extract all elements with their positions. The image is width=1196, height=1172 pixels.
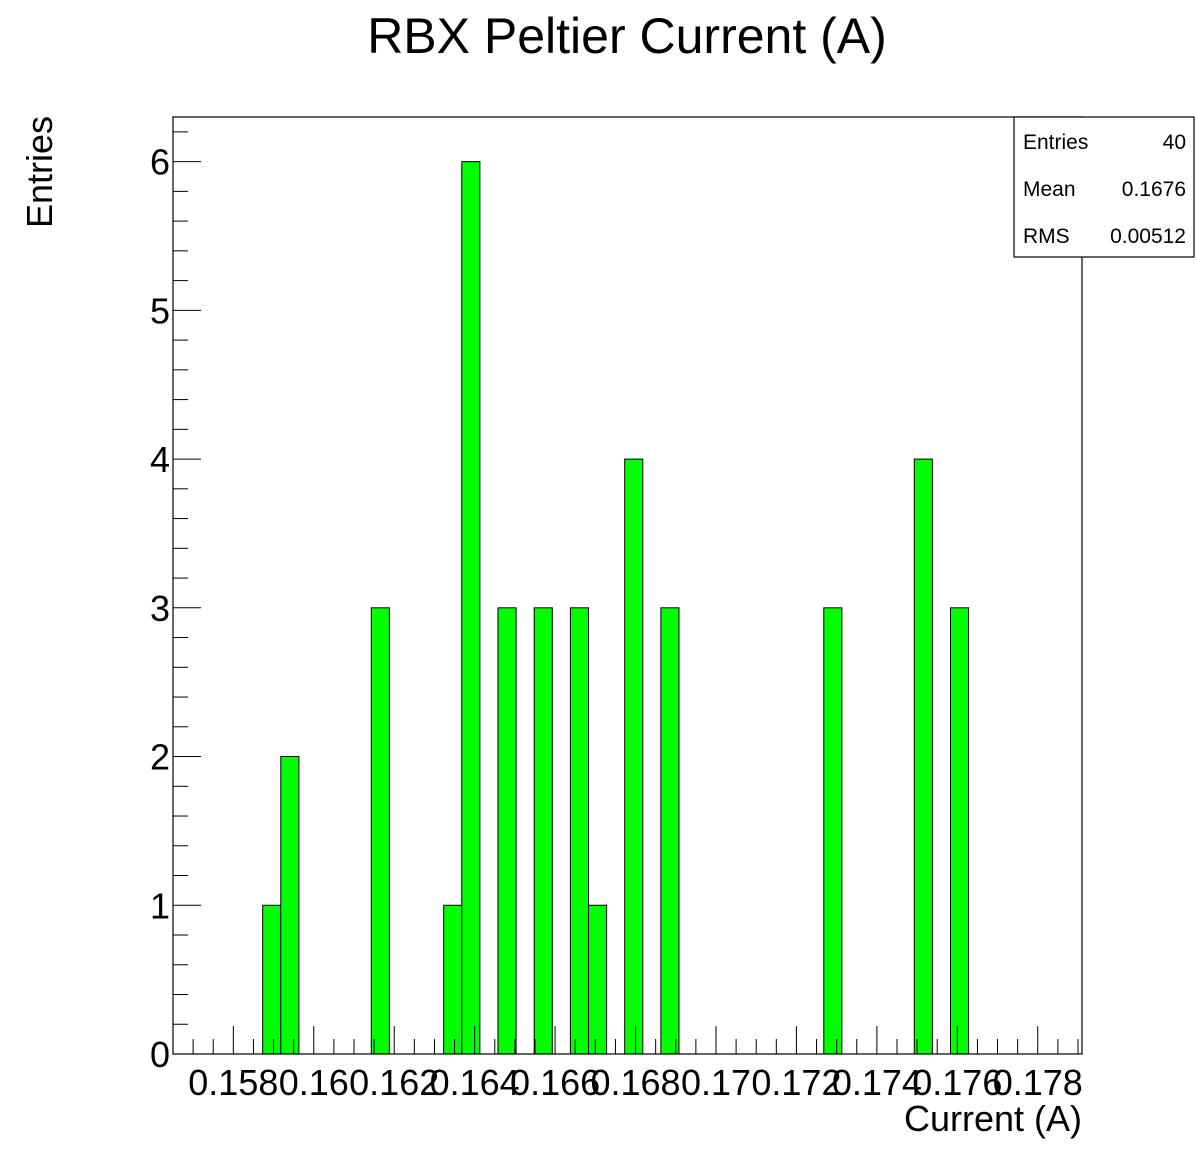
plot-area-border xyxy=(172,116,1083,1055)
x-axis-title: Current (A) xyxy=(904,1098,1082,1139)
y-tick-label: 5 xyxy=(150,290,170,331)
histogram-bar xyxy=(949,607,970,1055)
histogram-bar xyxy=(569,607,589,1055)
histogram-bar xyxy=(280,756,300,1055)
stats-entries-label: Entries xyxy=(1023,131,1088,154)
x-tick-label: 0.166 xyxy=(510,1062,600,1103)
stats-rms-value: 0.00512 xyxy=(1110,225,1186,248)
histogram-bar xyxy=(262,904,282,1055)
stats-box: Entries 40 Mean 0.1676 RMS 0.00512 xyxy=(1013,116,1195,258)
x-tick-label: 0.162 xyxy=(349,1062,439,1103)
plot-frame xyxy=(172,116,1083,1055)
y-tick-label: 0 xyxy=(150,1034,170,1075)
histogram-bars xyxy=(262,161,970,1055)
stats-mean-value: 0.1676 xyxy=(1122,178,1186,201)
x-tick-label: 0.168 xyxy=(590,1062,680,1103)
chart-title: RBX Peltier Current (A) xyxy=(367,8,887,64)
axis-ticks xyxy=(172,131,1079,1055)
x-tick-label: 0.16 xyxy=(279,1062,349,1103)
histogram-bar xyxy=(660,607,680,1055)
x-tick-label: 0.17 xyxy=(681,1062,751,1103)
histogram-bar xyxy=(443,904,463,1055)
x-tick-label: 0.176 xyxy=(912,1062,1002,1103)
stats-box-frame xyxy=(1013,116,1195,258)
x-tick-label: 0.164 xyxy=(430,1062,520,1103)
y-tick-label: 3 xyxy=(150,588,170,629)
y-axis-title: Entries xyxy=(19,116,60,228)
x-tick-label: 0.174 xyxy=(832,1062,922,1103)
y-tick-label: 1 xyxy=(150,885,170,926)
stats-entries-value: 40 xyxy=(1163,131,1186,154)
histogram-bar xyxy=(823,607,843,1055)
histogram-bar xyxy=(497,607,517,1055)
stats-mean-label: Mean xyxy=(1023,178,1076,201)
y-tick-label: 6 xyxy=(150,142,170,183)
histogram-bar xyxy=(913,458,933,1055)
histogram-bar xyxy=(624,458,644,1055)
histogram-bar xyxy=(587,904,608,1055)
y-tick-label: 4 xyxy=(150,439,170,480)
stats-rms-label: RMS xyxy=(1023,225,1070,248)
x-tick-label: 0.178 xyxy=(993,1062,1083,1103)
x-tick-label: 0.172 xyxy=(751,1062,841,1103)
y-tick-label: 2 xyxy=(150,737,170,778)
histogram-bar xyxy=(461,161,481,1055)
histogram-bar xyxy=(533,607,553,1055)
histogram-bar xyxy=(370,607,390,1055)
x-tick-label: 0.158 xyxy=(188,1062,278,1103)
